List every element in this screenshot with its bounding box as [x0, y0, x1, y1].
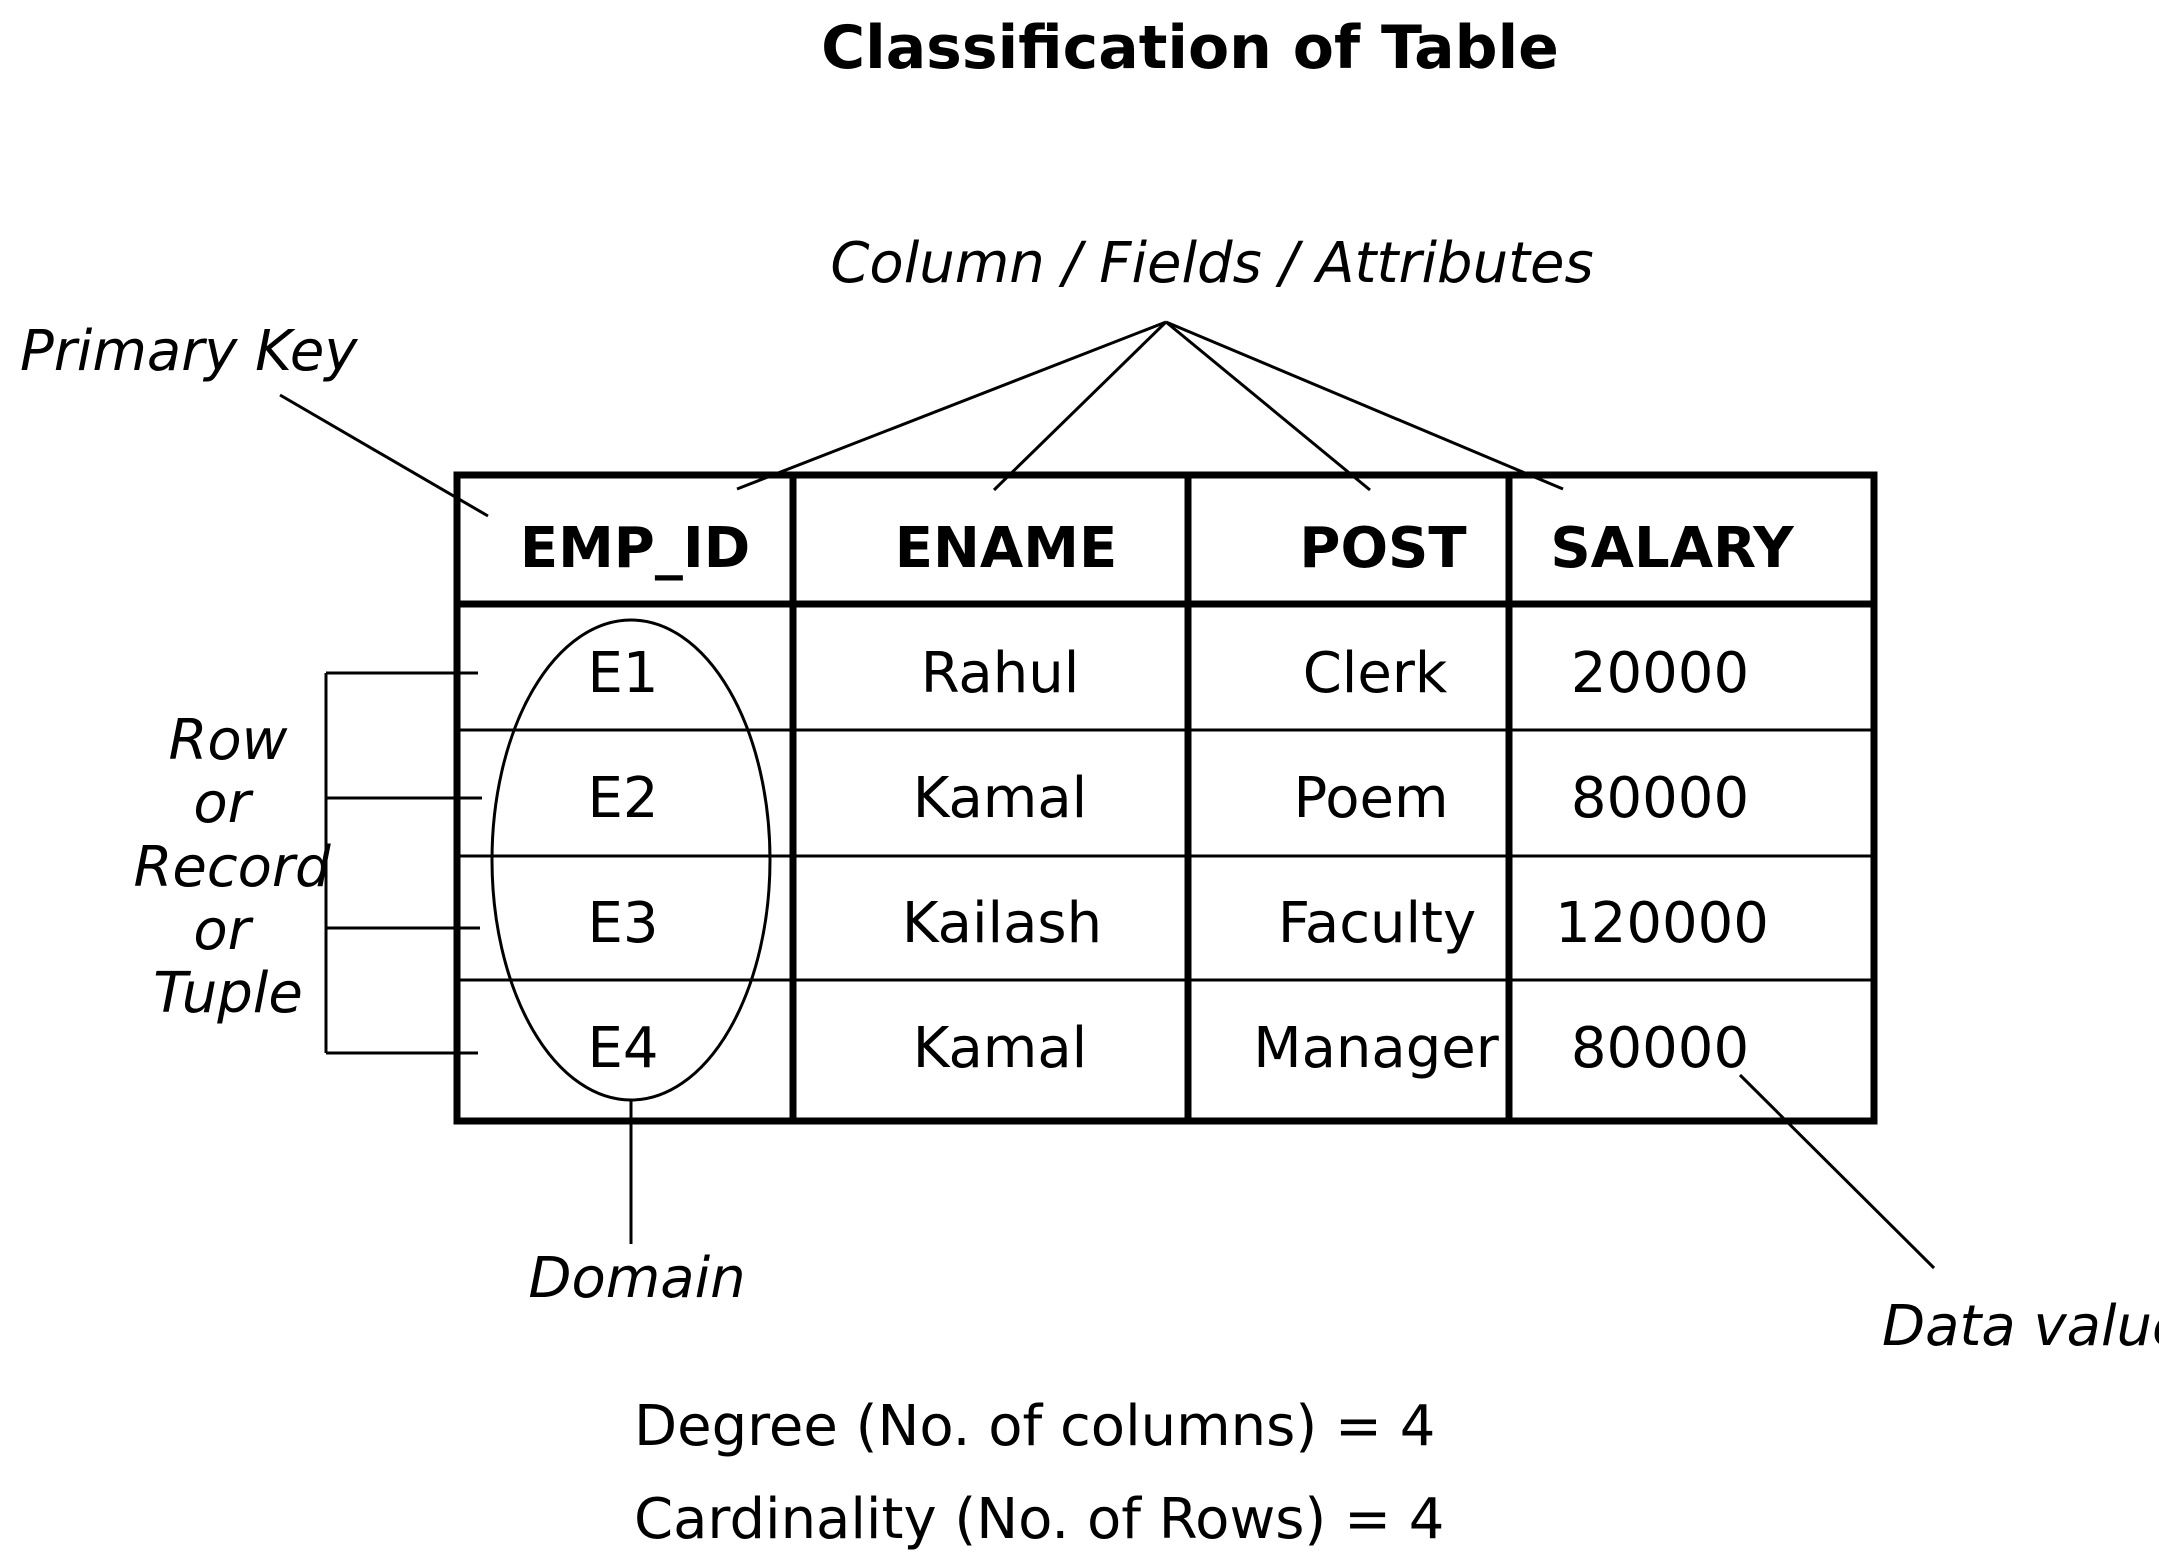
table-cell: Kamal — [913, 1016, 1087, 1081]
table-cell: 80000 — [1571, 766, 1749, 831]
domain-label: Domain — [528, 1246, 745, 1311]
table-cell: E1 — [587, 641, 658, 706]
table-cell: Manager — [1253, 1016, 1499, 1081]
table-row: E4 Kamal Manager 80000 — [587, 1016, 1749, 1081]
columns-pointer-lines — [736, 320, 1564, 492]
row-label-line: or — [193, 898, 253, 963]
header-ename: ENAME — [895, 516, 1117, 581]
primary-key-label: Primary Key — [20, 319, 358, 384]
table-cell: E3 — [587, 891, 658, 956]
table-row: E3 Kailash Faculty 120000 — [587, 891, 1768, 956]
table-row: E1 Rahul Clerk 20000 — [587, 641, 1749, 706]
table-cell: 120000 — [1555, 891, 1769, 956]
row-label-line: Row — [169, 708, 288, 773]
table-cell: Clerk — [1303, 641, 1448, 706]
data-value-label: Data value — [1882, 1294, 2159, 1359]
table-cell: 80000 — [1571, 1016, 1749, 1081]
data-value-pointer — [1738, 1073, 1936, 1270]
table-row: E2 Kamal Poem 80000 — [587, 766, 1749, 831]
table-cell: Rahul — [921, 641, 1080, 706]
table-cell: Kailash — [902, 891, 1102, 956]
row-label-line: Tuple — [153, 961, 303, 1026]
degree-text: Degree (No. of columns) = 4 — [634, 1394, 1435, 1459]
cardinality-text: Cardinality (No. of Rows) = 4 — [634, 1487, 1444, 1552]
row-label-line: Record — [134, 835, 331, 900]
table-cell: E4 — [587, 1016, 658, 1081]
table-cell: E2 — [587, 766, 658, 831]
table-cell: Kamal — [913, 766, 1087, 831]
row-bracket — [324, 671, 482, 1055]
employee-table: EMP_ID ENAME POST SALARY E1 Rahul Clerk … — [453, 471, 1878, 1125]
table-cell: 20000 — [1571, 641, 1749, 706]
header-salary: SALARY — [1550, 516, 1795, 581]
columns-label: Column / Fields / Attributes — [830, 231, 1593, 296]
table-cell: Poem — [1293, 766, 1448, 831]
header-post: POST — [1299, 516, 1466, 581]
row-label: Row or Record or Tuple — [134, 708, 331, 1026]
header-emp-id: EMP_ID — [520, 516, 750, 581]
row-label-line: or — [193, 771, 253, 836]
table-cell: Faculty — [1278, 891, 1476, 956]
diagram-title: Classification of Table — [821, 13, 1559, 83]
primary-key-pointer — [279, 393, 489, 518]
